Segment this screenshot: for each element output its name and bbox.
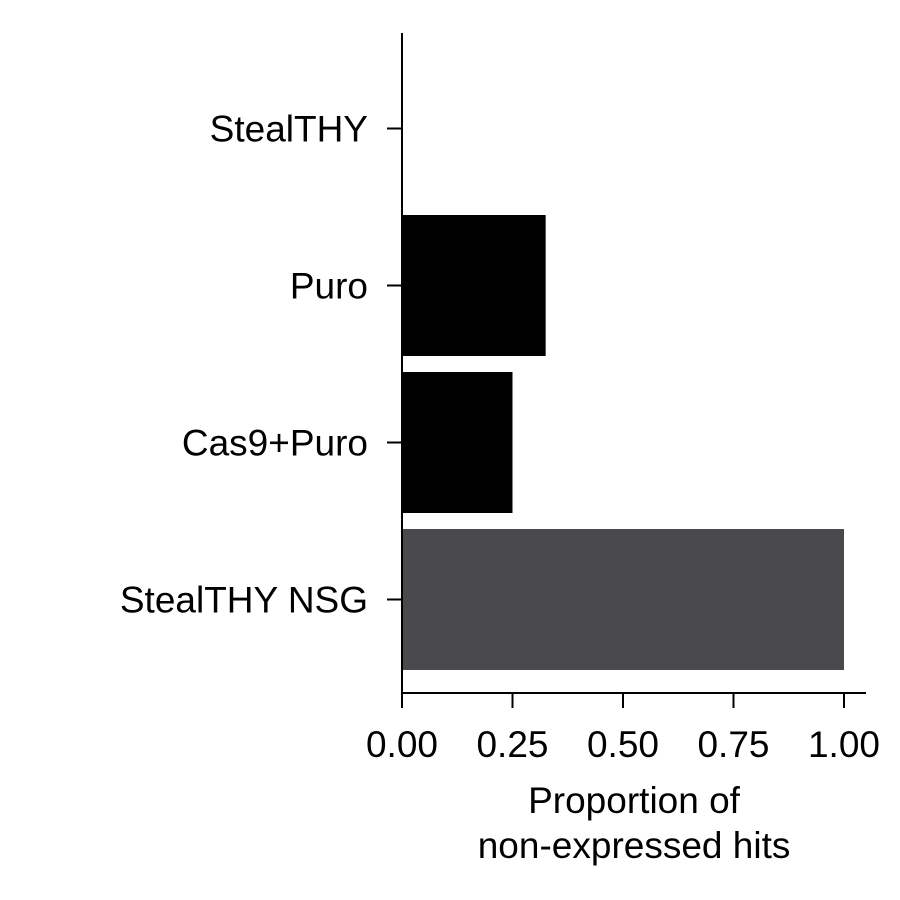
y-tick-label: Puro	[290, 266, 368, 307]
x-tick-label: 0.50	[587, 724, 659, 765]
x-tick-label: 1.00	[808, 724, 880, 765]
y-axis-ticks: StealTHY Puro Cas9+Puro StealTHY NSG	[120, 109, 402, 621]
x-tick-label: 0.25	[476, 724, 548, 765]
bar-cas9-puro	[402, 372, 513, 513]
y-tick-label: StealTHY NSG	[120, 580, 368, 621]
x-axis-ticks: 0.00 0.25 0.50 0.75 1.00	[366, 693, 880, 765]
y-tick-label: StealTHY	[210, 109, 368, 150]
x-tick-label: 0.00	[366, 724, 438, 765]
bars-group	[402, 215, 844, 670]
x-tick-label: 0.75	[697, 724, 769, 765]
y-tick-label: Cas9+Puro	[182, 423, 368, 464]
x-axis-title-line-2: non-expressed hits	[478, 825, 791, 866]
bar-puro	[402, 215, 546, 356]
x-axis-title-line-1: Proportion of	[528, 780, 741, 821]
bar-stealthy-nsg	[402, 529, 844, 670]
